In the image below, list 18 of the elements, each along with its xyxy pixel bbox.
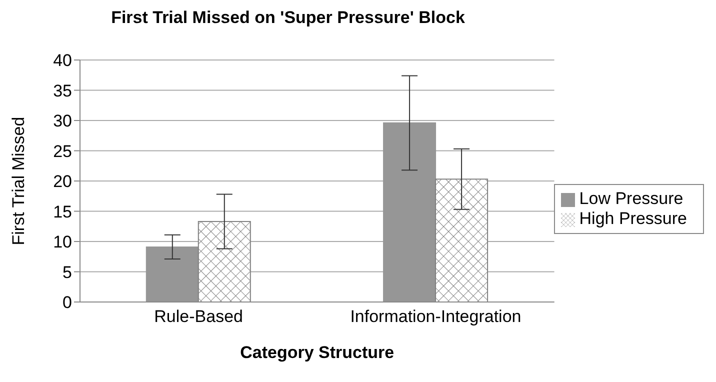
bar — [383, 122, 436, 302]
y-tick-label: 25 — [53, 142, 72, 161]
chart-title: First Trial Missed on 'Super Pressure' Block — [110, 8, 466, 29]
y-tick-label: 0 — [62, 293, 72, 312]
y-tick-label: 20 — [53, 172, 72, 192]
y-tick-label: 30 — [53, 112, 72, 131]
y-axis-title: First Trial Missed — [9, 116, 28, 246]
y-tick-label: 15 — [53, 202, 72, 222]
x-tick-label: Rule-Based — [154, 307, 243, 326]
y-tick-label: 35 — [53, 81, 72, 100]
bar — [146, 246, 199, 302]
x-axis-title: Category Structure — [240, 343, 394, 362]
legend-label: Low Pressure — [579, 189, 684, 208]
y-tick-label: 5 — [62, 262, 72, 282]
x-tick-label: Information-Integration — [350, 307, 522, 326]
legend-label: High Pressure — [579, 209, 687, 228]
y-tick-label: 10 — [53, 232, 72, 252]
y-tick-label: 40 — [53, 51, 72, 70]
